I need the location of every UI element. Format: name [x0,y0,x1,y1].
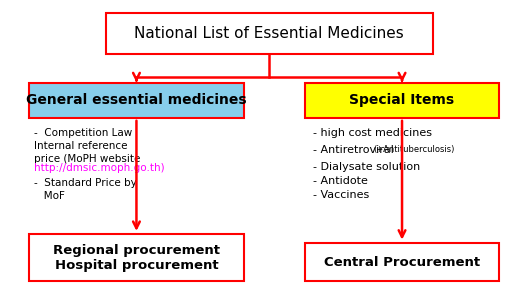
Text: - Antiretroviral: - Antiretroviral [312,145,393,155]
Text: Regional procurement
Hospital procurement: Regional procurement Hospital procuremen… [53,244,220,272]
Text: http://dmsic.moph.go.th): http://dmsic.moph.go.th) [34,163,165,173]
Text: General essential medicines: General essential medicines [26,93,247,107]
FancyBboxPatch shape [305,83,499,118]
FancyBboxPatch shape [29,234,244,281]
FancyBboxPatch shape [29,83,244,118]
Text: Central Procurement: Central Procurement [324,255,480,268]
Text: - Dialysate solution
- Antidote
- Vaccines: - Dialysate solution - Antidote - Vaccin… [312,162,420,200]
FancyBboxPatch shape [305,243,499,281]
FancyBboxPatch shape [106,13,433,54]
Text: -  Standard Price by
   MoF: - Standard Price by MoF [34,178,137,201]
Text: Special Items: Special Items [349,93,454,107]
Text: (+Antituberculosis): (+Antituberculosis) [373,145,454,154]
Text: National List of Essential Medicines: National List of Essential Medicines [134,26,404,41]
Text: -  Competition Law
Internal reference
price (MoPH website: - Competition Law Internal reference pri… [34,128,140,164]
Text: - high cost medicines: - high cost medicines [312,128,432,138]
